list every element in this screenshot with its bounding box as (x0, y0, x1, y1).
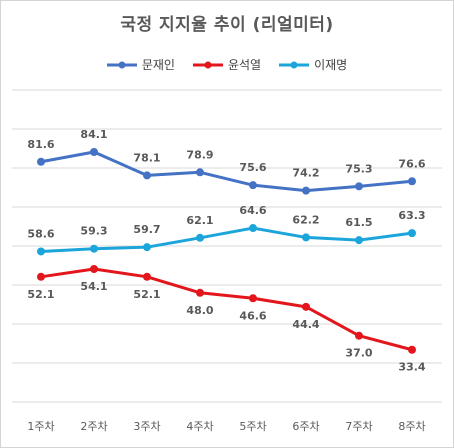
data-label: 64.6 (239, 204, 266, 217)
data-label: 59.3 (80, 225, 107, 238)
data-label: 74.2 (292, 167, 319, 180)
data-point (37, 157, 45, 166)
data-label: 37.0 (345, 347, 372, 360)
data-label: 81.6 (27, 138, 54, 151)
data-point (302, 302, 310, 311)
data-label: 61.5 (345, 216, 372, 229)
x-tick-label: 7주차 (345, 420, 372, 433)
data-label: 76.6 (398, 157, 425, 170)
data-point (408, 345, 416, 354)
x-tick-label: 1주차 (27, 420, 54, 433)
data-point (90, 244, 98, 253)
series-line (40, 267, 413, 352)
data-point (37, 247, 45, 256)
data-point (196, 233, 204, 242)
legend-swatch-series-1 (106, 61, 137, 68)
data-point (143, 243, 151, 252)
data-point (355, 182, 363, 191)
data-point (196, 288, 204, 297)
data-label: 52.1 (27, 288, 54, 301)
x-tick-label: 5주차 (239, 420, 266, 433)
data-label: 84.1 (80, 128, 107, 141)
data-point (408, 177, 416, 186)
data-point (90, 265, 98, 274)
x-tick-label: 6주차 (292, 420, 319, 433)
series-line (40, 226, 413, 253)
data-point (249, 294, 257, 303)
data-point (408, 229, 416, 238)
data-point (355, 331, 363, 340)
legend-item-series-1: 문재인 (106, 56, 175, 73)
x-tick-label: 3주차 (133, 420, 160, 433)
x-tick-label: 4주차 (186, 420, 213, 433)
data-point (249, 181, 257, 190)
data-point (355, 236, 363, 245)
data-label: 46.6 (239, 309, 266, 322)
chart-title: 국정 지지율 추이 (리얼미터) (120, 15, 334, 35)
data-label: 44.4 (292, 318, 319, 331)
data-point (37, 272, 45, 281)
data-point (90, 148, 98, 157)
data-label: 48.0 (186, 304, 213, 317)
data-label: 59.7 (133, 223, 160, 236)
legend-item-series-3: 이재명 (279, 56, 347, 73)
series-line (40, 150, 413, 193)
data-label: 75.3 (345, 162, 372, 175)
legend: 문재인 윤석열 이재명 (0, 56, 454, 73)
data-label: 63.3 (398, 209, 425, 222)
data-label: 58.6 (27, 227, 54, 240)
data-point (249, 224, 257, 233)
legend-swatch-series-3 (279, 61, 310, 68)
legend-label-series-1: 문재인 (141, 58, 175, 72)
x-tick-label: 8주차 (398, 420, 425, 433)
data-point (143, 272, 151, 281)
legend-swatch-series-2 (192, 61, 223, 68)
data-point (302, 233, 310, 242)
data-label: 62.2 (292, 213, 319, 226)
data-label: 33.4 (398, 361, 425, 374)
legend-label-series-2: 윤석열 (227, 58, 262, 72)
data-label: 78.1 (133, 151, 160, 164)
data-label: 54.1 (80, 280, 107, 293)
data-point (302, 186, 310, 195)
data-label: 62.1 (186, 214, 213, 227)
data-label: 75.6 (239, 161, 266, 174)
data-point (196, 168, 204, 177)
data-label: 52.1 (133, 288, 160, 301)
legend-label-series-3: 이재명 (314, 58, 348, 72)
data-point (143, 171, 151, 180)
legend-item-series-2: 윤석열 (192, 56, 262, 73)
data-label: 78.9 (186, 148, 213, 161)
x-tick-label: 2주차 (80, 420, 107, 433)
